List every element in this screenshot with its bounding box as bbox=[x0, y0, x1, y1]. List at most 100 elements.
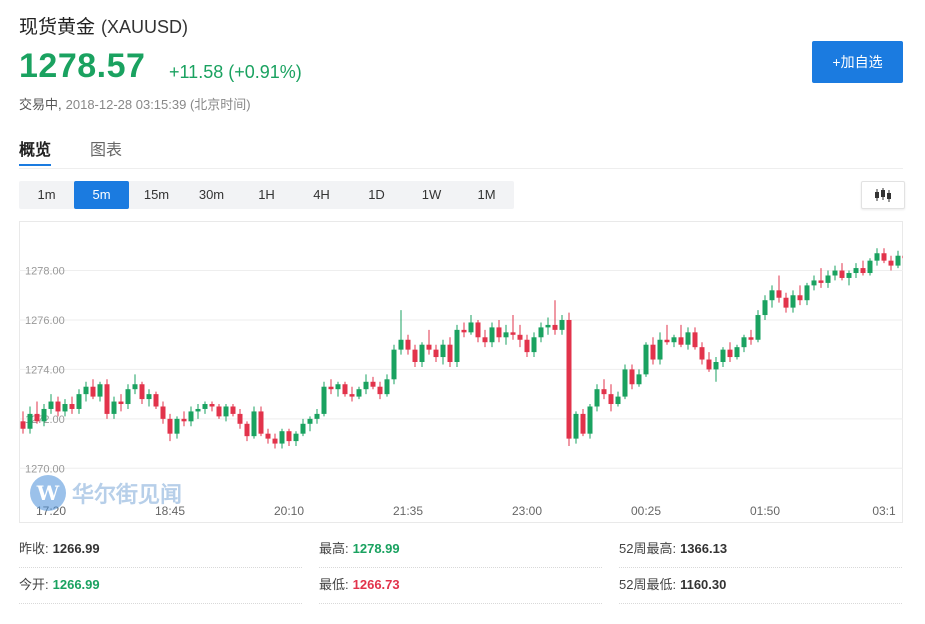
stat-label: 52周最高: bbox=[619, 541, 677, 556]
candle-body bbox=[111, 401, 117, 414]
add-to-watchlist-button[interactable]: +加自选 bbox=[812, 41, 903, 83]
tab-charts[interactable]: 图表 bbox=[90, 142, 123, 159]
candle-body bbox=[895, 255, 901, 266]
candle-body bbox=[41, 408, 47, 422]
instrument-name: 现货黄金 bbox=[19, 17, 96, 38]
candle-body bbox=[132, 384, 138, 390]
candle-body bbox=[76, 394, 82, 409]
candle-body bbox=[440, 344, 446, 358]
candle-body bbox=[307, 418, 313, 424]
chart-type-button[interactable] bbox=[861, 181, 905, 209]
candle-body bbox=[34, 413, 40, 422]
candle-body bbox=[426, 344, 432, 350]
instrument-code: (XAUUSD) bbox=[101, 17, 189, 37]
stat-label: 今开: bbox=[19, 577, 49, 592]
instrument-title: 现货黄金 (XAUUSD) bbox=[19, 12, 188, 39]
period-5m[interactable]: 5m bbox=[74, 181, 129, 209]
period-1d[interactable]: 1D bbox=[368, 187, 385, 202]
candle-body bbox=[202, 404, 208, 409]
period-selector: 1m 5m 15m 30m 1H 4H 1D 1W 1M bbox=[19, 181, 514, 209]
candle-body bbox=[405, 339, 411, 350]
candle-body bbox=[629, 369, 635, 385]
period-1m[interactable]: 1m bbox=[37, 187, 56, 202]
trading-state: 交易中, bbox=[19, 97, 62, 112]
candle-body bbox=[97, 384, 103, 397]
candle-body bbox=[839, 270, 845, 278]
candle-body bbox=[783, 297, 789, 308]
period-1h[interactable]: 1H bbox=[258, 187, 275, 202]
candle-body bbox=[664, 339, 670, 343]
candle-body bbox=[517, 334, 523, 340]
wallstreetcn-logo-icon: W bbox=[30, 475, 66, 511]
stat-value: 1366.13 bbox=[680, 541, 728, 556]
candle-body bbox=[769, 290, 775, 301]
candle-body bbox=[139, 384, 145, 400]
candle-body bbox=[811, 280, 817, 286]
candle-body bbox=[174, 418, 180, 434]
candle-body bbox=[349, 394, 355, 397]
stat-value: 1160.30 bbox=[680, 577, 727, 592]
candle-body bbox=[314, 413, 320, 419]
y-tick-label: 1270.00 bbox=[25, 463, 65, 475]
chart-frame bbox=[19, 221, 903, 523]
candle-body bbox=[69, 404, 75, 409]
y-tick-label: 1274.00 bbox=[25, 364, 65, 376]
candle-body bbox=[461, 329, 467, 333]
tab-overview[interactable]: 概览 bbox=[19, 136, 52, 166]
stat-label: 最高: bbox=[319, 541, 349, 556]
candle-body bbox=[377, 386, 383, 395]
candle-body bbox=[776, 290, 782, 298]
candle-body bbox=[209, 404, 215, 407]
candle-body bbox=[27, 413, 33, 429]
candle-body bbox=[293, 433, 299, 442]
period-1mo[interactable]: 1M bbox=[477, 187, 496, 202]
candle-body bbox=[356, 389, 362, 397]
candle-body bbox=[762, 300, 768, 316]
candle-body bbox=[671, 337, 677, 343]
candle-body bbox=[601, 389, 607, 395]
candle-body bbox=[874, 253, 880, 261]
stat-label: 最低: bbox=[319, 577, 349, 592]
candle-body bbox=[125, 389, 131, 405]
stat-value: 1266.73 bbox=[352, 577, 400, 592]
candle-body bbox=[727, 349, 733, 358]
candle-body bbox=[454, 329, 460, 362]
price-change: +11.58 (+0.91%) bbox=[169, 62, 302, 82]
candle-body bbox=[447, 344, 453, 362]
x-tick-label: 23:00 bbox=[512, 504, 542, 518]
x-tick-label: 20:10 bbox=[274, 504, 304, 518]
candle-body bbox=[118, 401, 124, 405]
period-30m[interactable]: 30m bbox=[198, 187, 225, 202]
candle-body bbox=[825, 275, 831, 283]
candle-body bbox=[468, 322, 474, 333]
candle-body bbox=[503, 332, 509, 338]
candle-body bbox=[608, 394, 614, 405]
candle-body bbox=[188, 411, 194, 422]
candle-body bbox=[832, 270, 838, 276]
candle-body bbox=[797, 295, 803, 301]
candle-body bbox=[580, 413, 586, 434]
tab-bar: 概览 图表 bbox=[19, 136, 903, 169]
period-4h[interactable]: 4H bbox=[313, 187, 330, 202]
candlestick-chart[interactable]: 1278.001276.001274.001272.001270.0017:20… bbox=[19, 221, 903, 523]
candle-body bbox=[251, 411, 257, 437]
watermark: W 华尔街见闻 bbox=[30, 475, 182, 511]
candle-body bbox=[482, 337, 488, 343]
candle-body bbox=[398, 339, 404, 350]
stat-open: 今开: 1266.99 bbox=[19, 569, 302, 604]
candle-body bbox=[335, 384, 341, 390]
candle-body bbox=[286, 431, 292, 442]
period-15m[interactable]: 15m bbox=[143, 187, 170, 202]
candle-body bbox=[181, 418, 187, 422]
stat-label: 昨收: bbox=[19, 541, 49, 556]
candle-body bbox=[720, 349, 726, 362]
candle-body bbox=[587, 406, 593, 434]
x-tick-label: 01:50 bbox=[750, 504, 780, 518]
candle-body bbox=[573, 413, 579, 439]
stat-value: 1278.99 bbox=[352, 541, 400, 556]
period-1w[interactable]: 1W bbox=[421, 187, 442, 202]
x-tick-label: 18:45 bbox=[155, 504, 185, 518]
candle-body bbox=[524, 339, 530, 353]
candle-body bbox=[706, 359, 712, 370]
stat-value: 1266.99 bbox=[52, 541, 100, 556]
